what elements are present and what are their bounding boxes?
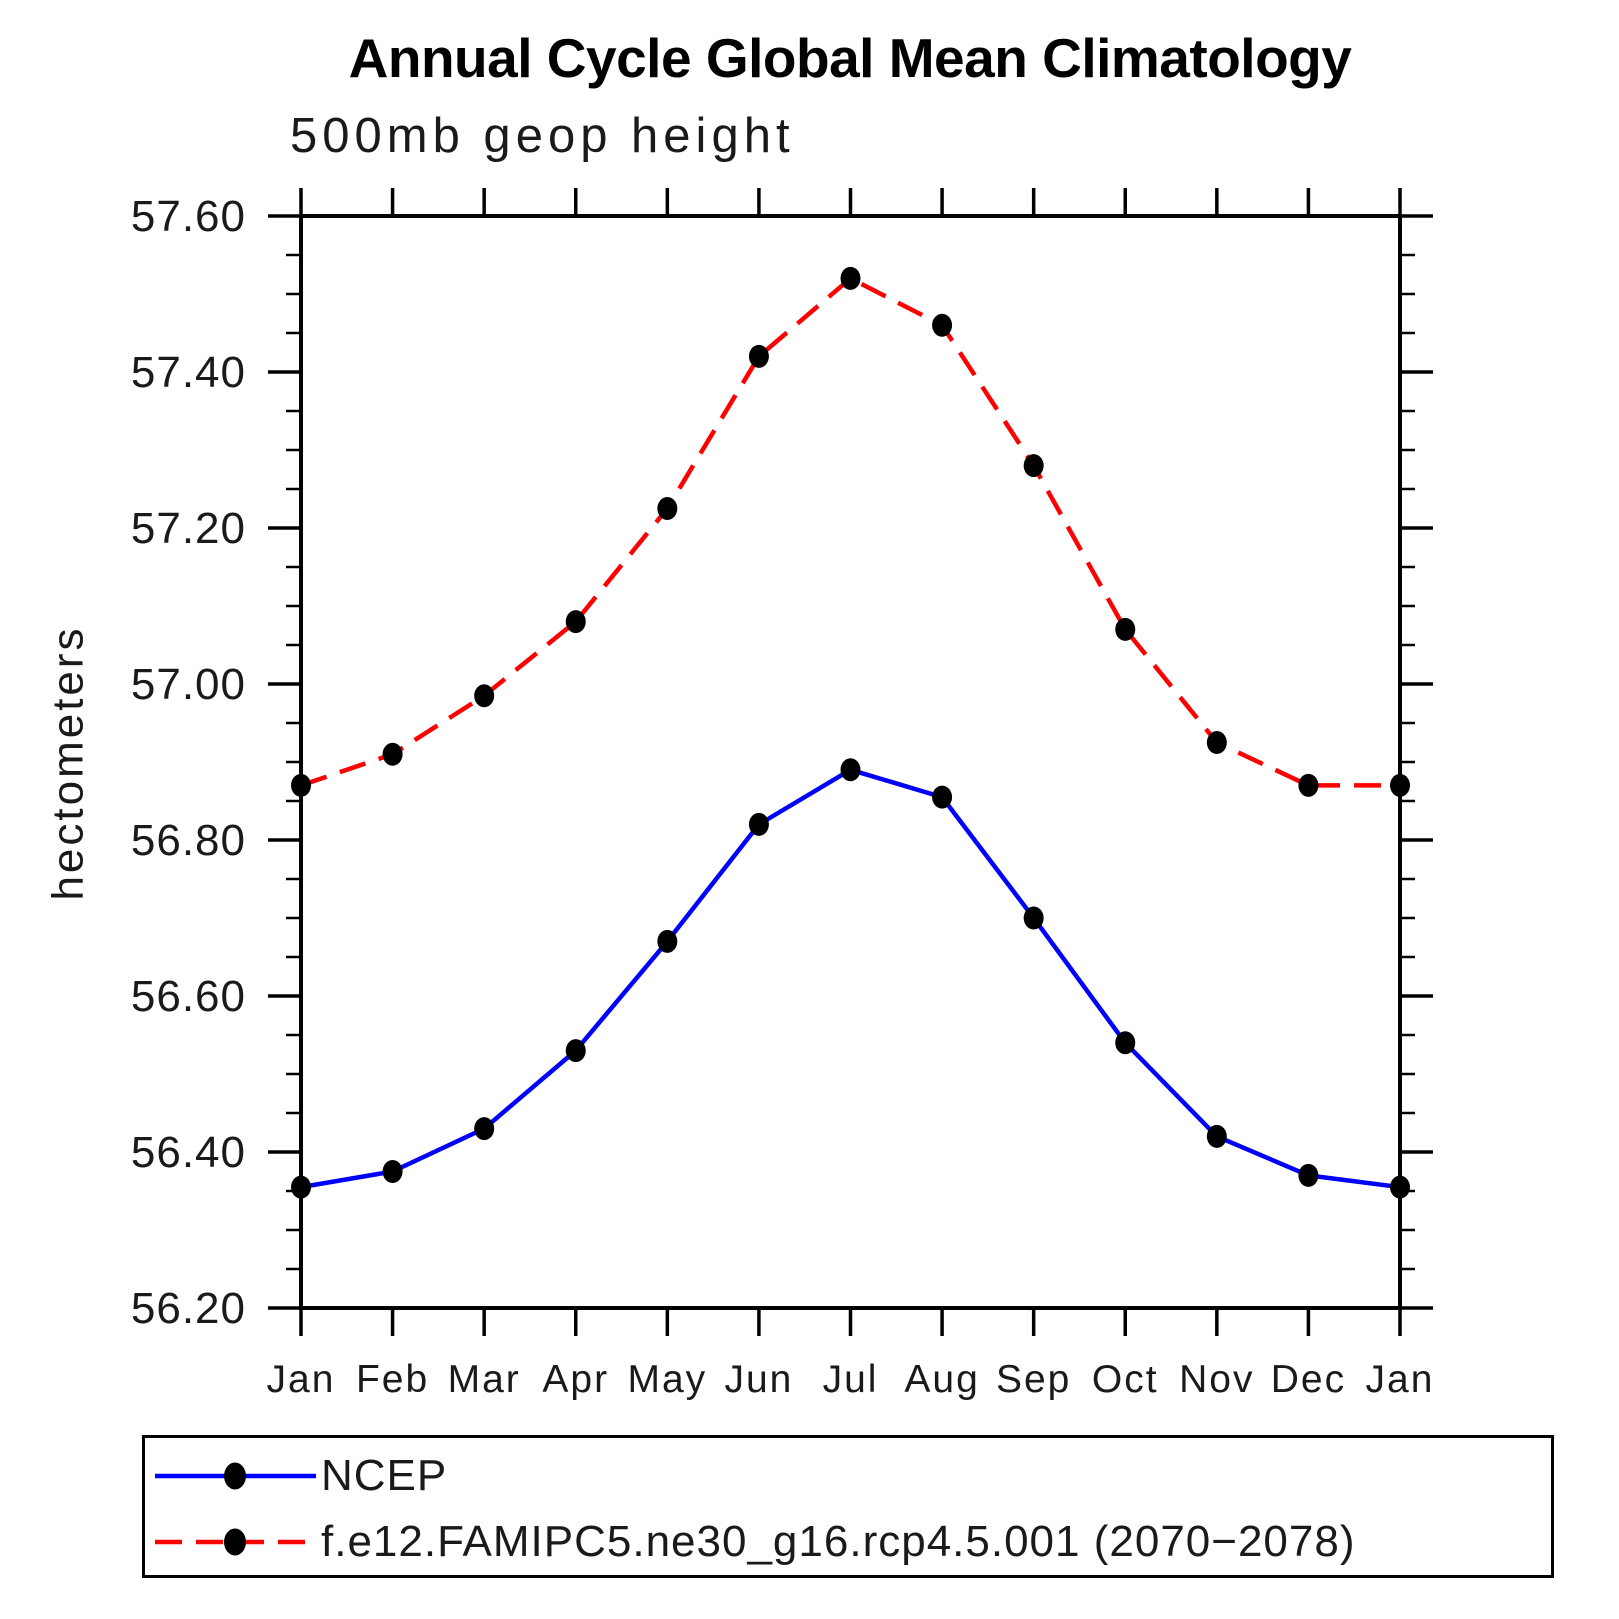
data-point-0-3 [565, 1039, 586, 1063]
y-tick-label: 56.40 [131, 1128, 246, 1177]
data-point-1-9 [1115, 617, 1136, 641]
data-point-0-6 [840, 758, 861, 782]
legend-marker-dot [224, 1528, 246, 1556]
data-point-1-8 [1023, 454, 1044, 478]
legend-item-model: f.e12.FAMIPC5.ne30_g16.rcp4.5.001 (2070−… [149, 1517, 1356, 1566]
data-point-1-11 [1298, 773, 1319, 797]
y-tick-label: 56.80 [131, 816, 246, 865]
series-line-0 [300, 767, 1401, 1190]
series-line-1 [300, 276, 1400, 788]
x-tick-label: Dec [1271, 1358, 1346, 1401]
data-point-0-10 [1206, 1124, 1227, 1148]
data-point-1-3 [565, 610, 586, 634]
y-tick-label: 56.20 [131, 1284, 246, 1333]
legend-sample-model [155, 1528, 316, 1556]
x-tick-label: May [627, 1358, 707, 1401]
x-tick-label: Jul [823, 1358, 879, 1401]
chart-title: Annual Cycle Global Mean Climatology [348, 27, 1352, 89]
x-tick-label: Nov [1179, 1358, 1254, 1401]
data-point-1-10 [1206, 731, 1227, 754]
data-point-1-7 [932, 313, 953, 337]
legend-label-ncep: NCEP [321, 1451, 448, 1500]
data-point-0-2 [474, 1117, 495, 1141]
data-point-1-6 [840, 266, 861, 290]
x-tick-label: Apr [542, 1358, 609, 1401]
data-point-0-5 [748, 812, 769, 836]
data-point-0-4 [657, 929, 678, 953]
data-point-0-7 [932, 785, 953, 809]
data-point-0-1 [382, 1160, 403, 1183]
data-point-1-5 [748, 344, 769, 368]
legend-label-model: f.e12.FAMIPC5.ne30_g16.rcp4.5.001 (2070−… [321, 1517, 1356, 1566]
y-tick-label: 57.60 [131, 192, 246, 241]
data-point-0-0 [291, 1175, 311, 1199]
x-tick-label: Jun [724, 1358, 793, 1401]
x-tick-label: Jan [1366, 1358, 1435, 1401]
y-tick-label: 57.20 [131, 504, 246, 553]
data-point-1-0 [291, 773, 311, 797]
x-tick-label: Oct [1092, 1358, 1159, 1401]
y-tick-label: 57.00 [131, 660, 246, 709]
legend-sample-ncep [155, 1462, 316, 1490]
data-point-1-2 [474, 684, 495, 708]
x-tick-label: Aug [904, 1358, 979, 1401]
chart-subtitle: 500mb geop height [290, 109, 795, 163]
x-tick-label: Mar [448, 1358, 521, 1401]
data-point-1-12 [1390, 773, 1410, 797]
y-tick-label: 56.60 [131, 972, 246, 1021]
x-tick-label: Sep [996, 1358, 1071, 1401]
data-point-0-11 [1298, 1163, 1319, 1187]
data-point-0-8 [1023, 906, 1044, 930]
data-point-1-4 [657, 497, 678, 520]
legend-box: NCEP f.e12.FAMIPC5.ne30_g16.rcp4.5.001 (… [142, 1435, 1554, 1578]
x-tick-label: Jan [267, 1358, 336, 1401]
data-point-1-1 [382, 742, 403, 766]
legend-item-ncep: NCEP [149, 1451, 448, 1500]
data-point-0-9 [1115, 1031, 1136, 1055]
y-tick-label: 57.40 [131, 348, 246, 397]
data-point-0-12 [1390, 1175, 1410, 1199]
x-tick-label: Feb [356, 1358, 429, 1401]
legend-marker-dot [224, 1462, 246, 1490]
